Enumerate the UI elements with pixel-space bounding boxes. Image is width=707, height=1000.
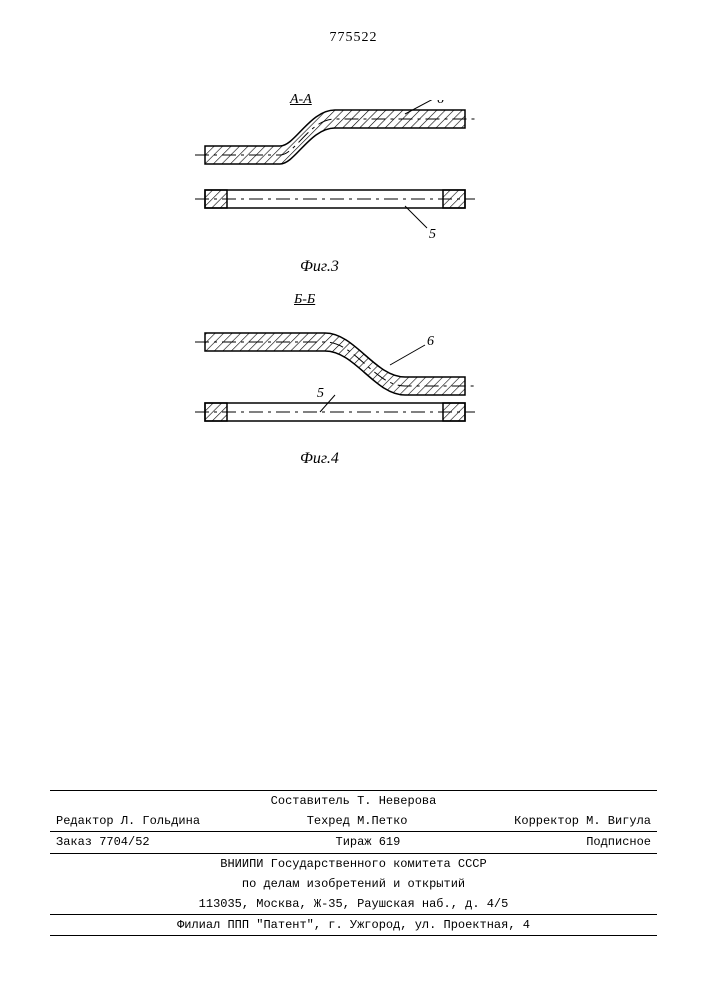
addr2-text: Филиал ППП "Патент", г. Ужгород, ул. Про… (177, 918, 530, 932)
tirazh-text: Тираж 619 (336, 834, 401, 850)
page: 775522 А-А 6 5 Фиг.3 Б-Б (0, 0, 707, 1000)
addr1-text: 113035, Москва, Ж-35, Раушская наб., д. … (199, 897, 509, 911)
figure-3-label: Фиг.3 (300, 258, 339, 276)
callout-6-fig4: 6 (427, 334, 434, 349)
callout-5-fig3: 5 (429, 227, 436, 242)
figure-3-diagram: 6 5 (175, 100, 495, 260)
figure-4-label: Фиг.4 (300, 450, 339, 468)
callout-6-fig3: 6 (437, 100, 444, 107)
podpis-text: Подписное (586, 834, 651, 850)
colophon-block: Составитель Т. Неверова Редактор Л. Голь… (50, 790, 657, 936)
techred-text: Техред М.Петко (307, 813, 408, 829)
org2-text: по делам изобретений и открытий (242, 877, 465, 891)
callout-5-fig4: 5 (317, 386, 324, 401)
corrector-text: Корректор М. Вигула (514, 813, 651, 829)
compiler-text: Составитель Т. Неверова (271, 794, 437, 808)
editor-text: Редактор Л. Гольдина (56, 813, 200, 829)
org1-text: ВНИИПИ Государственного комитета СССР (220, 857, 486, 871)
order-text: Заказ 7704/52 (56, 834, 150, 850)
figure-4-diagram: 6 5 (175, 305, 495, 465)
page-number: 775522 (0, 30, 707, 46)
